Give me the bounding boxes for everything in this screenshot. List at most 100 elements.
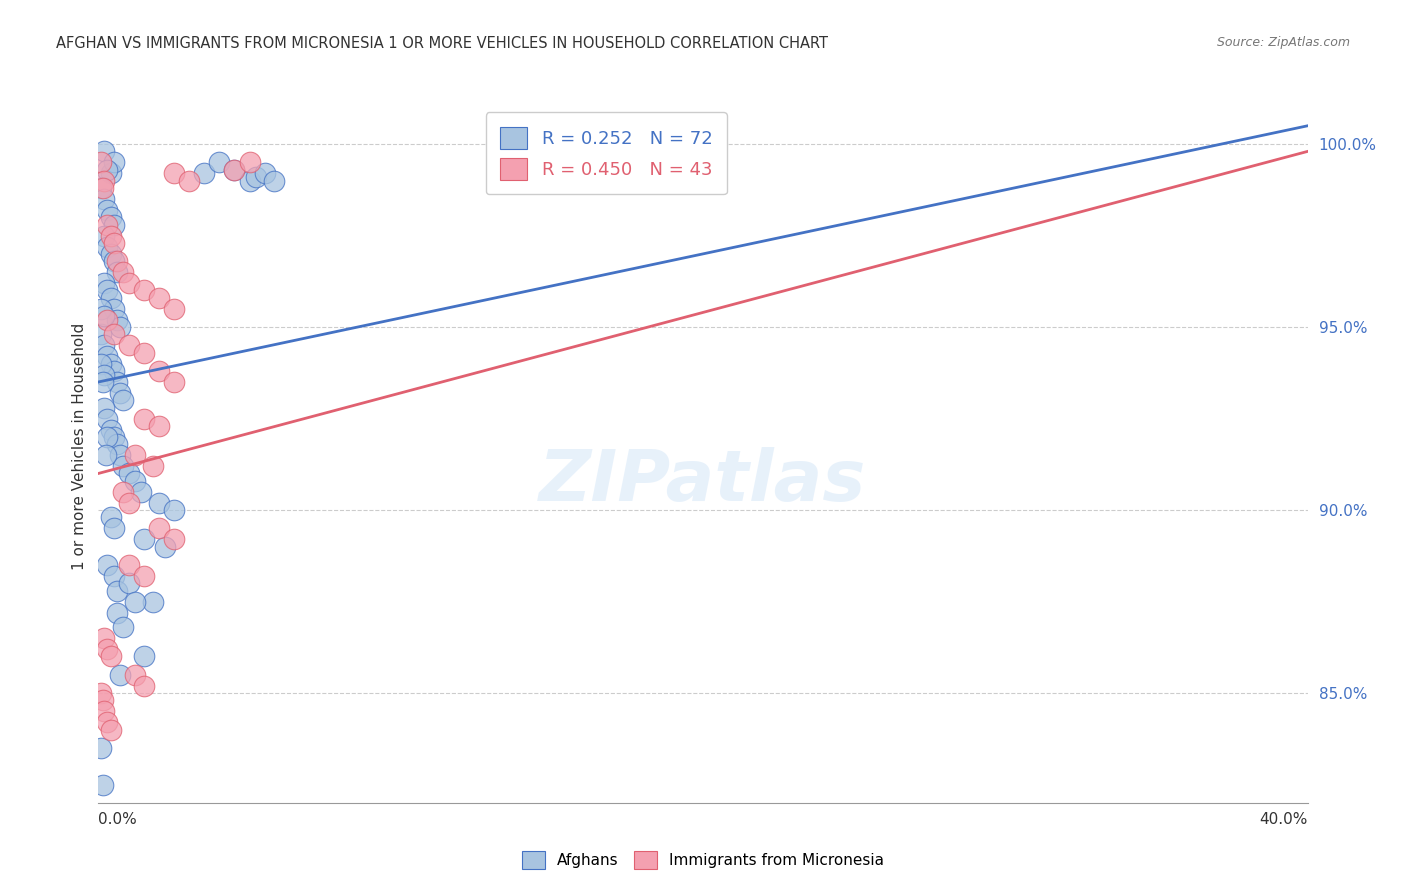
Point (96, 411, 118, 425)
Point (179, 174, 201, 188)
Point (108, 386, 131, 401)
Point (96, 430, 118, 444)
Point (124, 474, 146, 488)
Point (96, 202, 118, 217)
Point (118, 496, 141, 510)
Point (96, 715, 118, 730)
Point (132, 533, 155, 547)
Point (111, 620, 134, 634)
Point (142, 459, 165, 474)
Point (93, 338, 115, 352)
Point (142, 594, 165, 608)
Point (96, 312, 118, 326)
Point (105, 312, 128, 326)
Point (93, 631, 115, 645)
Point (263, 174, 285, 188)
Point (103, 327, 125, 342)
Point (118, 467, 141, 481)
Point (100, 211, 122, 225)
Point (132, 569, 155, 583)
Point (90, 181, 112, 195)
Point (245, 169, 267, 184)
Point (111, 393, 134, 408)
Point (103, 569, 125, 583)
Point (93, 704, 115, 718)
Point (91, 375, 114, 389)
Point (118, 576, 141, 591)
Point (108, 667, 131, 681)
Point (148, 496, 170, 510)
Point (93, 401, 115, 415)
Point (105, 265, 128, 279)
Point (90, 740, 112, 755)
Point (510, 162, 533, 177)
Point (90, 155, 112, 169)
Point (111, 484, 134, 499)
Text: 0.0%: 0.0% (98, 812, 138, 827)
Text: ZIPatlas: ZIPatlas (540, 447, 866, 516)
Point (93, 174, 115, 188)
Point (93, 228, 115, 243)
Point (103, 155, 125, 169)
Point (111, 459, 134, 474)
Point (129, 484, 152, 499)
Point (100, 166, 122, 180)
Point (100, 510, 122, 524)
Point (91, 777, 114, 791)
Point (208, 155, 231, 169)
Point (96, 162, 118, 177)
Point (103, 521, 125, 535)
Point (132, 411, 155, 425)
Point (105, 375, 128, 389)
Point (96, 284, 118, 298)
Point (118, 558, 141, 572)
Point (108, 448, 131, 462)
Point (132, 679, 155, 693)
Point (93, 145, 115, 159)
Point (118, 338, 141, 352)
Y-axis label: 1 or more Vehicles in Household: 1 or more Vehicles in Household (72, 322, 87, 570)
Text: Source: ZipAtlas.com: Source: ZipAtlas.com (1216, 36, 1350, 49)
Point (163, 533, 186, 547)
Point (90, 327, 112, 342)
Point (105, 437, 128, 451)
Point (103, 364, 125, 378)
Point (105, 254, 128, 268)
Point (111, 265, 134, 279)
Point (163, 166, 186, 180)
Point (100, 723, 122, 737)
Point (148, 418, 170, 433)
Point (91, 693, 114, 707)
Text: AFGHAN VS IMMIGRANTS FROM MICRONESIA 1 OR MORE VEHICLES IN HOUSEHOLD CORRELATION: AFGHAN VS IMMIGRANTS FROM MICRONESIA 1 O… (56, 36, 828, 51)
Point (93, 309, 115, 323)
Point (239, 174, 262, 188)
Point (148, 364, 170, 378)
Point (103, 235, 125, 250)
Point (193, 166, 215, 180)
Point (163, 301, 186, 316)
Point (526, 145, 548, 159)
Point (96, 558, 118, 572)
Point (93, 192, 115, 206)
Point (103, 430, 125, 444)
Point (100, 423, 122, 437)
Point (94, 448, 117, 462)
Point (124, 667, 146, 681)
Point (100, 228, 122, 243)
Point (108, 320, 131, 334)
Point (132, 284, 155, 298)
Point (118, 276, 141, 290)
Point (132, 345, 155, 359)
Text: 40.0%: 40.0% (1260, 812, 1308, 827)
Point (253, 166, 276, 180)
Point (153, 540, 176, 554)
Point (148, 521, 170, 535)
Point (90, 357, 112, 371)
Point (124, 594, 146, 608)
Point (91, 181, 114, 195)
Point (103, 301, 125, 316)
Point (90, 301, 112, 316)
Legend: R = 0.252   N = 72, R = 0.450   N = 43: R = 0.252 N = 72, R = 0.450 N = 43 (485, 112, 727, 194)
Point (239, 155, 262, 169)
Legend: Afghans, Immigrants from Micronesia: Afghans, Immigrants from Micronesia (516, 845, 890, 875)
